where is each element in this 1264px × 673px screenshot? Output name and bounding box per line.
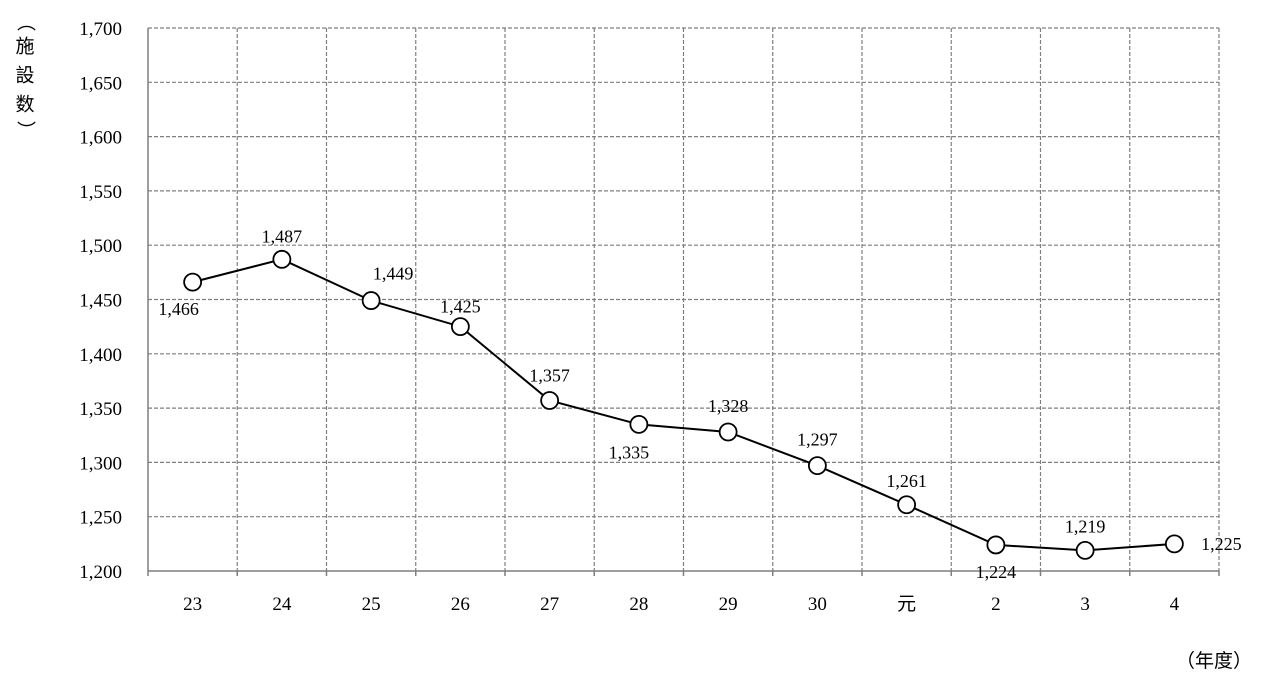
data-point <box>1164 534 1184 554</box>
data-label: 1,261 <box>886 471 927 491</box>
x-tick-label: 30 <box>808 594 827 615</box>
data-point <box>540 391 560 410</box>
x-tick-label: 2 <box>991 594 1001 615</box>
data-label: 1,224 <box>976 562 1017 582</box>
axes <box>147 28 1220 576</box>
data-point <box>272 249 292 269</box>
data-point <box>629 414 649 434</box>
y-axis-title-char: （ <box>15 12 37 31</box>
grid <box>148 27 1220 571</box>
x-tick-label: 24 <box>272 594 292 615</box>
y-tick-labels: 1,200 1,250 1,300 1,350 1,400 1,450 1,500 1,550… <box>79 19 122 583</box>
x-tick-label: 27 <box>540 594 559 615</box>
y-tick-label: 1,650 <box>79 73 122 94</box>
data-label: 1,219 <box>1065 516 1106 536</box>
y-tick-label: 1,250 <box>79 508 122 529</box>
data-label: 1,487 <box>262 226 303 246</box>
y-tick-label: 1,200 <box>79 562 122 583</box>
x-tick-label: 28 <box>629 594 648 615</box>
x-tick-label: 26 <box>451 594 470 615</box>
x-tick-label: 4 <box>1170 594 1180 615</box>
data-point <box>183 272 203 292</box>
data-point <box>986 535 1006 555</box>
data-label: 1,328 <box>708 396 749 416</box>
x-tick-label: 元 <box>897 594 916 615</box>
x-axis-title: （年度） <box>1176 650 1252 672</box>
y-tick-label: 1,350 <box>79 399 122 420</box>
x-tick-label: 25 <box>362 594 381 615</box>
y-axis-title-char: 設 <box>15 65 34 87</box>
data-label: 1,297 <box>797 430 838 450</box>
data-point <box>361 291 381 310</box>
data-point <box>1075 540 1095 560</box>
y-axis-title: （ 施設数 ） <box>15 12 37 139</box>
data-labels: 1,466 1,487 1,449 1,425 1,357 1,335 1,328 1,297… <box>158 226 1241 582</box>
y-axis-title-char: 施 <box>15 36 34 58</box>
x-tick-label: 3 <box>1080 594 1090 615</box>
y-tick-label: 1,500 <box>79 236 122 257</box>
y-axis-title-char: 数 <box>15 94 34 116</box>
data-point <box>450 317 470 337</box>
x-tick-label: 29 <box>719 594 738 615</box>
y-tick-label: 1,600 <box>79 128 122 149</box>
data-point <box>718 422 738 442</box>
data-label: 1,225 <box>1201 534 1242 554</box>
x-tick-label: 23 <box>183 594 202 615</box>
data-label: 1,449 <box>373 264 414 284</box>
data-label: 1,357 <box>529 365 570 385</box>
y-tick-label: 1,450 <box>79 291 122 312</box>
data-label: 1,425 <box>440 297 481 317</box>
y-axis-title-char: ） <box>15 120 37 139</box>
y-tick-label: 1,400 <box>79 345 122 366</box>
data-label: 1,335 <box>609 442 650 462</box>
data-point <box>897 495 917 515</box>
y-tick-label: 1,550 <box>79 182 122 203</box>
data-points <box>183 249 1184 560</box>
x-tick-labels: 23 24 25 26 27 28 29 30 元 2 3 4 <box>183 594 1180 615</box>
data-point <box>807 456 827 476</box>
series-path <box>192 258 1175 552</box>
y-tick-label: 1,300 <box>79 453 122 474</box>
series-line <box>192 258 1175 552</box>
y-tick-label: 1,700 <box>79 19 122 40</box>
data-label: 1,466 <box>158 299 199 319</box>
